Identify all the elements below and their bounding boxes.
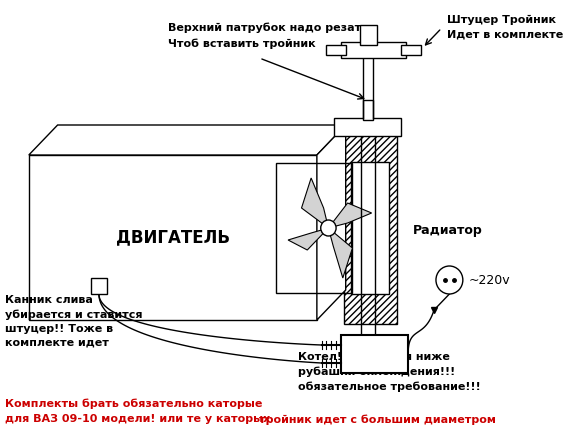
Polygon shape [317, 125, 346, 320]
Text: Штуцер Тройник
Идет в комплекте: Штуцер Тройник Идет в комплекте [446, 15, 563, 39]
Bar [91, 278, 106, 294]
Polygon shape [301, 178, 328, 228]
Circle shape [321, 220, 336, 236]
Bar [29, 155, 317, 320]
Bar [341, 335, 408, 373]
Polygon shape [328, 228, 352, 278]
Text: Канник слива
убирается и ставится
штуцер!! Тоже в
комплекте идет: Канник слива убирается и ставится штуцер… [5, 295, 142, 348]
Bar [326, 45, 346, 55]
Text: для ВАЗ 09-10 модели! или те у каторых: для ВАЗ 09-10 модели! или те у каторых [5, 414, 270, 424]
Circle shape [436, 266, 463, 294]
Polygon shape [29, 125, 346, 155]
Bar [276, 163, 352, 293]
Text: Котел!!! ставится ниже
рубашки охлождения!!!
обязательное требование!!!: Котел!!! ставится ниже рубашки охлождени… [298, 352, 480, 392]
Polygon shape [288, 228, 328, 250]
Bar [344, 132, 397, 324]
Bar [334, 118, 401, 136]
Bar [341, 42, 406, 58]
Text: тройник идет с большим диаметром: тройник идет с большим диаметром [259, 414, 496, 425]
Text: ДВИГАТЕЛЬ: ДВИГАТЕЛЬ [116, 228, 230, 246]
Text: Чтоб вставить тройник: Чтоб вставить тройник [168, 38, 316, 48]
Text: Комплекты брать обязательно каторые: Комплекты брать обязательно каторые [5, 398, 262, 409]
Bar [360, 25, 377, 45]
Text: Радиатор: Радиатор [413, 224, 483, 237]
Bar [363, 100, 373, 120]
Text: ~220v: ~220v [469, 273, 510, 287]
Bar [352, 162, 389, 294]
Polygon shape [328, 203, 371, 228]
Bar [401, 45, 421, 55]
Text: Верхний патрубок надо резать: Верхний патрубок надо резать [168, 22, 369, 33]
